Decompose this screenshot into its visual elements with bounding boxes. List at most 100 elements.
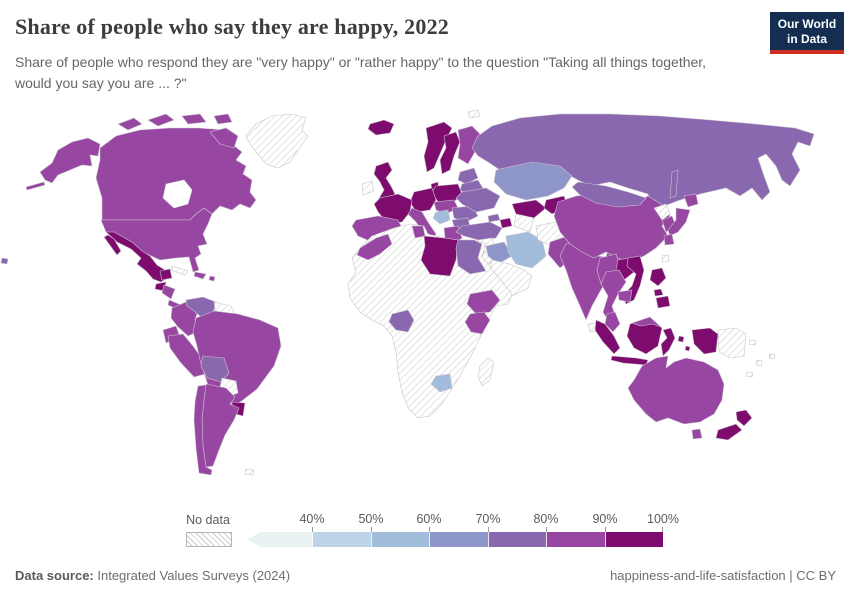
region-west-papua[interactable] — [691, 327, 719, 355]
legend-color-bar — [248, 532, 663, 547]
region-arctic-island-1[interactable] — [117, 117, 143, 131]
region-sakhalin[interactable] — [669, 169, 679, 199]
region-cuba[interactable] — [170, 265, 189, 276]
region-moluccas-1[interactable] — [677, 335, 685, 343]
legend-segment-90-100[interactable] — [604, 532, 663, 547]
legend-no-data-swatch[interactable] — [186, 532, 232, 547]
region-papua-new-guinea[interactable] — [717, 327, 747, 359]
region-new-zealand-south[interactable] — [715, 423, 743, 441]
region-baffin[interactable] — [209, 127, 239, 149]
region-tasmania[interactable] — [691, 428, 703, 440]
region-taiwan[interactable] — [661, 254, 670, 263]
region-japan-kyushu[interactable] — [663, 233, 675, 246]
region-falkland-islands[interactable] — [244, 468, 255, 476]
legend-tick-70: 70% — [475, 512, 501, 526]
region-baja[interactable] — [103, 234, 122, 256]
region-turkmenistan[interactable] — [513, 213, 535, 233]
region-ireland[interactable] — [361, 180, 375, 196]
legend-segment-80-90[interactable] — [546, 532, 605, 547]
legend-segment-60-70[interactable] — [429, 532, 488, 547]
region-ethiopia[interactable] — [466, 289, 501, 315]
region-vanuatu[interactable] — [755, 359, 763, 367]
region-sulawesi[interactable] — [660, 327, 676, 357]
region-iran[interactable] — [505, 231, 547, 269]
legend-segment-40-50[interactable] — [312, 532, 371, 547]
region-malaysia-borneo[interactable] — [631, 316, 662, 328]
region-zimbabwe[interactable] — [430, 373, 453, 393]
region-germany[interactable] — [409, 187, 437, 213]
region-hispaniola[interactable] — [193, 271, 207, 280]
region-moluccas-2[interactable] — [684, 345, 691, 352]
region-canada[interactable] — [95, 127, 257, 221]
legend-tick-60: 60% — [416, 512, 442, 526]
region-aleutians[interactable] — [25, 181, 46, 191]
region-mongolia[interactable] — [571, 181, 647, 208]
region-java[interactable] — [610, 355, 649, 366]
region-solomon-islands[interactable] — [748, 339, 757, 346]
region-argentina[interactable] — [201, 383, 240, 468]
region-sumatra[interactable] — [594, 319, 621, 355]
region-philippines-luzon[interactable] — [649, 267, 667, 287]
region-chile[interactable] — [193, 384, 213, 476]
legend-segment-50-60[interactable] — [370, 532, 429, 547]
region-brazil[interactable] — [192, 310, 282, 408]
region-australia[interactable] — [627, 355, 725, 425]
legend-tick-40: 40% — [299, 512, 325, 526]
region-kazakhstan[interactable] — [493, 161, 573, 201]
legend-segment-lt40[interactable] — [248, 532, 312, 547]
region-azerbaijan[interactable] — [499, 217, 513, 229]
region-kenya[interactable] — [464, 311, 491, 335]
region-cambodia[interactable] — [617, 289, 633, 303]
region-norway[interactable] — [423, 121, 453, 173]
region-egypt[interactable] — [455, 239, 487, 275]
region-finland[interactable] — [457, 125, 481, 165]
region-iraq[interactable] — [485, 241, 513, 265]
region-central-europe[interactable] — [433, 199, 459, 215]
region-bolivia[interactable] — [200, 355, 230, 383]
region-fiji[interactable] — [768, 353, 776, 360]
region-malaysia-peninsula[interactable] — [604, 311, 621, 333]
region-ukraine[interactable] — [455, 187, 501, 213]
region-baltic-states[interactable] — [457, 167, 479, 185]
region-libya[interactable] — [420, 235, 459, 277]
legend-no-data-label: No data — [186, 513, 230, 527]
region-russia-wrap-speck[interactable] — [0, 257, 9, 265]
region-arctic-island-3[interactable] — [181, 113, 207, 125]
world-map-container — [0, 108, 850, 510]
region-puerto-rico[interactable] — [208, 275, 216, 282]
owid-logo[interactable]: Our World in Data — [770, 12, 844, 54]
owid-logo-line2: in Data — [786, 32, 827, 46]
legend-tick-80: 80% — [533, 512, 559, 526]
region-uzbekistan[interactable] — [511, 199, 547, 219]
chart-subtitle: Share of people who respond they are "ve… — [15, 54, 707, 91]
region-serbia[interactable] — [432, 209, 451, 225]
region-new-caledonia[interactable] — [745, 371, 754, 378]
region-yucatan[interactable] — [159, 268, 173, 281]
region-iceland[interactable] — [367, 119, 395, 136]
region-arctic-island-2[interactable] — [147, 113, 175, 127]
region-north-korea[interactable] — [653, 203, 671, 221]
legend-segment-70-80[interactable] — [487, 532, 546, 547]
legend-tickmark-50 — [371, 527, 372, 532]
region-georgia[interactable] — [487, 213, 501, 223]
region-japan-hokkaido[interactable] — [683, 193, 699, 208]
legend-tick-50: 50% — [358, 512, 384, 526]
license-link[interactable]: happiness-and-life-satisfaction | CC BY — [610, 568, 836, 583]
region-sweden[interactable] — [439, 131, 461, 175]
region-nigeria[interactable] — [388, 309, 415, 333]
region-france[interactable] — [373, 193, 413, 225]
owid-logo-accent-bar — [770, 50, 844, 54]
region-philippines-visayas[interactable] — [653, 288, 664, 297]
region-madagascar[interactable] — [477, 357, 495, 387]
legend-tickmark-80 — [546, 527, 547, 532]
region-alaska[interactable] — [39, 137, 101, 184]
region-japan-honshu[interactable] — [667, 207, 691, 237]
region-arctic-island-4[interactable] — [213, 113, 233, 125]
region-svalbard[interactable] — [467, 109, 481, 119]
region-greenland[interactable] — [245, 113, 309, 169]
region-honduras-nicaragua[interactable] — [161, 284, 176, 300]
region-philippines-mindanao[interactable] — [655, 295, 671, 309]
region-new-zealand-north[interactable] — [735, 409, 753, 427]
region-morocco[interactable] — [356, 233, 393, 261]
